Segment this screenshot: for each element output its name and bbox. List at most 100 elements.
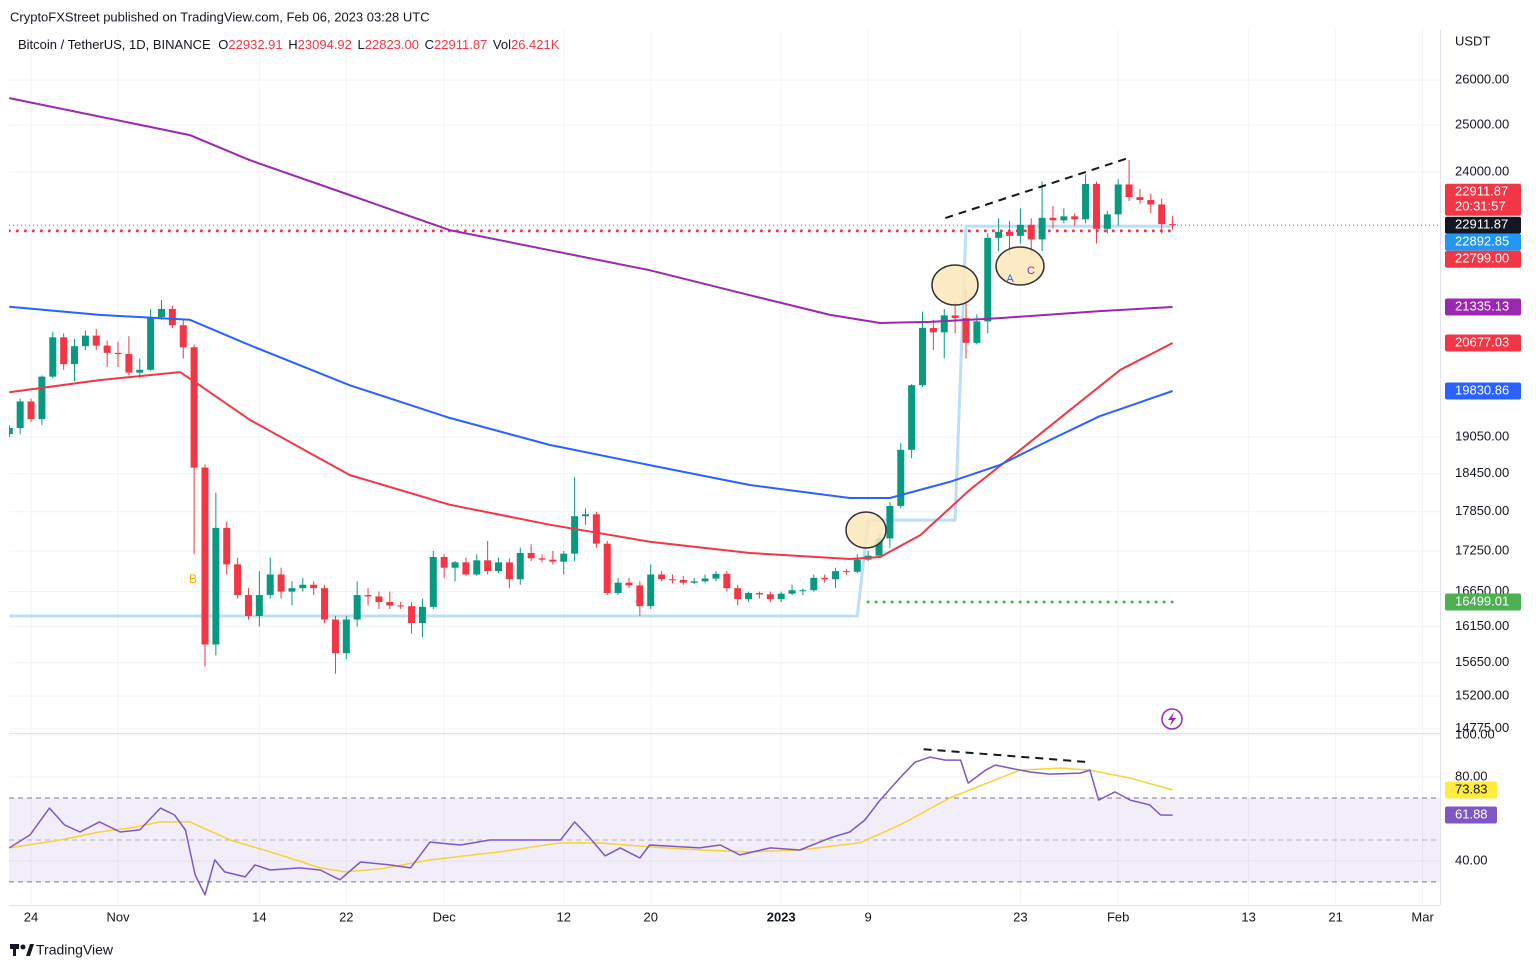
candle-body xyxy=(1136,197,1144,201)
price-label: 22799.00 xyxy=(1455,251,1509,266)
rsi-label: 73.83 xyxy=(1455,781,1488,796)
price-label-box xyxy=(1445,382,1521,400)
candle-body xyxy=(592,514,600,544)
price-label: 22892.85 xyxy=(1455,234,1509,249)
rsi-line xyxy=(9,756,1173,896)
logo-mark xyxy=(13,944,16,956)
candle-body xyxy=(1060,216,1068,221)
candle-body xyxy=(429,556,437,607)
candle-body xyxy=(951,315,959,319)
candle-body xyxy=(81,335,89,347)
candle-body xyxy=(799,590,807,592)
y-tick-label: 15650.00 xyxy=(1455,654,1509,669)
ellipse xyxy=(845,511,887,549)
x-tick-label: 22 xyxy=(339,909,353,924)
candle-body xyxy=(853,559,861,572)
price-axis: 26000.00 25000.00 24000.00 19050.00 18450.00… xyxy=(1445,72,1521,867)
candle-body xyxy=(832,571,840,580)
candle-body xyxy=(984,237,992,322)
price-pane xyxy=(9,97,1440,674)
candle-body xyxy=(310,584,318,589)
candle-body xyxy=(484,560,492,572)
x-tick-label: 24 xyxy=(24,909,38,924)
candle-body xyxy=(658,574,666,580)
candle-body xyxy=(397,605,405,607)
candle-body xyxy=(549,559,557,562)
candle-body xyxy=(495,562,503,572)
legend-value: 23094.92 xyxy=(298,37,352,52)
candle-body xyxy=(973,321,981,343)
x-tick-label: 20 xyxy=(643,909,657,924)
candle-body xyxy=(125,353,133,373)
candle-body xyxy=(71,346,79,365)
x-tick-label: 21 xyxy=(1328,909,1342,924)
candle-body xyxy=(755,592,763,595)
x-tick-label: 14 xyxy=(252,909,266,924)
candle-body xyxy=(1114,184,1122,215)
candle-body xyxy=(201,467,209,645)
candle-body xyxy=(299,584,307,589)
candle-body xyxy=(581,514,589,517)
candle-body xyxy=(516,552,524,580)
y2-tick-label: 100.00 xyxy=(1455,727,1495,742)
candle-body xyxy=(690,581,698,583)
candle-body xyxy=(701,578,709,582)
candle-body xyxy=(712,573,720,579)
candle-body xyxy=(234,564,242,596)
legend-value: 22932.91 xyxy=(228,37,282,52)
annotation: C xyxy=(1027,265,1035,277)
y-tick-label: 15200.00 xyxy=(1455,688,1509,703)
overlay: B A C xyxy=(189,265,1183,730)
candle-body xyxy=(136,369,144,373)
price-label-box xyxy=(1445,298,1521,316)
candle-body xyxy=(788,590,796,594)
candle-body xyxy=(614,582,622,593)
price-label: 19830.86 xyxy=(1455,382,1509,397)
candle-body xyxy=(223,527,231,565)
annotation: B xyxy=(189,572,197,586)
candle-body xyxy=(462,562,470,575)
candle-body xyxy=(1103,214,1111,229)
countdown: 20:31:57 xyxy=(1455,199,1506,214)
candle-body xyxy=(277,574,285,592)
candle-body xyxy=(668,579,676,581)
y2-tick-label: 40.00 xyxy=(1455,852,1488,867)
candle-body xyxy=(38,376,46,420)
candle-body xyxy=(603,543,611,593)
candle-body xyxy=(1158,204,1166,225)
rsi-label-box xyxy=(1445,781,1497,799)
candle-body xyxy=(1049,217,1057,221)
candle-body xyxy=(114,352,122,354)
alert-icon-bolt xyxy=(1168,712,1176,726)
footer: TradingView xyxy=(36,942,114,958)
x-tick-label: Feb xyxy=(1107,909,1129,924)
candle-body xyxy=(103,345,111,353)
candle-body xyxy=(842,571,850,573)
legend-key: H xyxy=(288,37,297,52)
candle-body xyxy=(9,428,13,435)
candle-body xyxy=(745,592,753,600)
y-tick-label: 19050.00 xyxy=(1455,428,1509,443)
price-label: 21335.13 xyxy=(1455,298,1509,313)
candle-body xyxy=(168,308,176,326)
price-label: 20677.03 xyxy=(1455,334,1509,349)
annotation: A xyxy=(1006,273,1014,285)
candle-body xyxy=(929,327,937,333)
logo: TradingView xyxy=(10,942,114,958)
legend-key: C xyxy=(425,37,434,52)
header: CryptoFXStreet published on TradingView.… xyxy=(10,9,430,24)
legend-value: 26.421K xyxy=(511,37,560,52)
candle-body xyxy=(1169,224,1177,226)
rsi-pane xyxy=(9,748,1440,896)
candle-body xyxy=(777,593,785,600)
price-label: 22911.87 xyxy=(1455,217,1508,232)
candle-body xyxy=(995,231,1003,238)
y-tick-label: 14775.00 xyxy=(1455,720,1509,735)
candle-body xyxy=(723,573,731,589)
currency: USDT xyxy=(1455,33,1490,48)
ellipse xyxy=(995,246,1045,286)
candle-body xyxy=(440,556,448,568)
candle-body xyxy=(158,308,166,318)
grid xyxy=(9,30,1440,905)
